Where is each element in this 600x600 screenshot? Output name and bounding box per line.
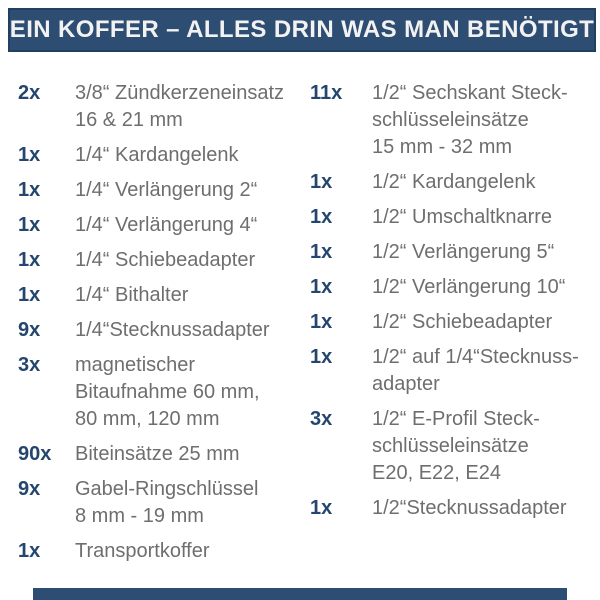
item-description-line: 1/2“ Kardangelenk: [372, 171, 536, 193]
item-description: 1/4“ Kardangelenk: [75, 142, 238, 169]
item-description: 1/2“Stecknussadapter: [372, 495, 567, 522]
item-description: 3/8“ Zündkerzeneinsatz 16 & 21 mm: [75, 80, 284, 134]
item-description: 1/4“ Verlängerung 4“: [75, 212, 257, 239]
item-description-line: 1/2“ Verlängerung 10“: [372, 276, 566, 298]
list-item: 1x 1/2“ Verlängerung 10“: [310, 274, 600, 301]
item-description: Transportkoffer: [75, 538, 210, 565]
item-description-line: 1/2“ Umschaltknarre: [372, 206, 553, 228]
item-description-line: 16 & 21 mm: [75, 109, 183, 131]
item-description-line: 1/2“ auf 1/4“Stecknuss-: [372, 346, 579, 368]
quantity-label: 9x: [18, 478, 41, 500]
item-description: 1/4“ Verlängerung 2“: [75, 177, 257, 204]
contents-column-left: 2x 3/8“ Zündkerzeneinsatz 16 & 21 mm 1x 1/4“…: [0, 80, 300, 573]
list-item: 1x 1/2“ Schiebeadapter: [310, 309, 600, 336]
list-item: 1x 1/2“ Verlängerung 5“: [310, 239, 600, 266]
item-description-line: 1/4“ Verlängerung 4“: [75, 214, 258, 236]
item-description-line: 1/2“ Sechskant Steck-: [372, 82, 568, 104]
item-description: 1/2“ Sechskant Steck-schlüsseleinsätze 15…: [372, 80, 568, 161]
bottom-bar: [33, 588, 567, 600]
item-description-line: 1/4“Stecknussadapter: [75, 319, 270, 341]
quantity-label: 1x: [310, 346, 333, 368]
quantity-label: 3x: [18, 354, 41, 376]
list-item: 3x 1/2“ E-Profil Steck-schlüsseleinsätze E…: [310, 406, 600, 487]
item-description-line: 1/4“ Verlängerung 2“: [75, 179, 258, 201]
list-item: 1x 1/2“ auf 1/4“Stecknuss-adapter: [310, 344, 600, 398]
item-description-line: E20, E22, E24: [372, 462, 501, 484]
item-description-line: Biteinsätze 25 mm: [75, 443, 240, 465]
list-item: 3x magnetischer Bitaufnahme 60 mm, 80 mm, 1…: [18, 352, 300, 433]
item-description: Biteinsätze 25 mm: [75, 441, 240, 468]
quantity-label: 1x: [310, 241, 333, 263]
list-item: 1x Transportkoffer: [18, 538, 300, 565]
list-item: 11x 1/2“ Sechskant Steck-schlüsseleinsätz…: [310, 80, 600, 161]
item-description: 1/2“ auf 1/4“Stecknuss-adapter: [372, 344, 579, 398]
list-item: 1x 1/2“ Umschaltknarre: [310, 204, 600, 231]
item-description-line: schlüsseleinsätze: [372, 109, 529, 131]
contents-list: 2x 3/8“ Zündkerzeneinsatz 16 & 21 mm 1x 1/4“…: [0, 80, 600, 573]
item-description: 1/4“ Bithalter: [75, 282, 188, 309]
quantity-label: 1x: [18, 179, 41, 201]
quantity-label: 11x: [310, 82, 343, 104]
header-bar: EIN KOFFER – ALLES DRIN WAS MAN BENÖTIGT: [8, 8, 596, 52]
quantity-label: 3x: [310, 408, 333, 430]
item-description: 1/2“ E-Profil Steck-schlüsseleinsätze E20…: [372, 406, 540, 487]
quantity-label: 1x: [18, 249, 41, 271]
list-item: 90x Biteinsätze 25 mm: [18, 441, 300, 468]
item-description-line: Transportkoffer: [75, 540, 210, 562]
list-item: 1x 1/4“ Bithalter: [18, 282, 300, 309]
quantity-label: 1x: [310, 171, 333, 193]
item-description-line: 1/2“Stecknussadapter: [372, 497, 567, 519]
item-description-line: 1/2“ Schiebeadapter: [372, 311, 553, 333]
quantity-label: 90x: [18, 443, 52, 465]
item-description: 1/2“ Kardangelenk: [372, 169, 535, 196]
item-description-line: 8 mm - 19 mm: [75, 505, 204, 527]
list-item: 9x Gabel-Ringschlüssel 8 mm - 19 mm: [18, 476, 300, 530]
item-description-line: magnetischer: [75, 354, 196, 376]
quantity-label: 1x: [18, 284, 41, 306]
item-description-line: 1/4“ Schiebeadapter: [75, 249, 256, 271]
item-description-line: schlüsseleinsätze: [372, 435, 529, 457]
item-description: magnetischer Bitaufnahme 60 mm, 80 mm, 120…: [75, 352, 260, 433]
item-description-line: 3/8“ Zündkerzeneinsatz: [75, 82, 285, 104]
quantity-label: 1x: [18, 214, 41, 236]
quantity-label: 1x: [310, 276, 333, 298]
list-item: 1x 1/2“Stecknussadapter: [310, 495, 600, 522]
item-description-line: 1/2“ Verlängerung 5“: [372, 241, 555, 263]
item-description: Gabel-Ringschlüssel 8 mm - 19 mm: [75, 476, 258, 530]
quantity-label: 2x: [18, 82, 41, 104]
item-description: 1/2“ Umschaltknarre: [372, 204, 552, 231]
item-description: 1/4“ Schiebeadapter: [75, 247, 255, 274]
list-item: 1x 1/4“ Schiebeadapter: [18, 247, 300, 274]
item-description-line: Bitaufnahme 60 mm,: [75, 381, 260, 403]
page-title: EIN KOFFER – ALLES DRIN WAS MAN BENÖTIGT: [9, 16, 595, 43]
list-item: 1x 1/4“ Verlängerung 4“: [18, 212, 300, 239]
list-item: 9x 1/4“Stecknussadapter: [18, 317, 300, 344]
item-description-line: Gabel-Ringschlüssel: [75, 478, 259, 500]
item-description-line: 1/4“ Bithalter: [75, 284, 189, 306]
list-item: 1x 1/4“ Kardangelenk: [18, 142, 300, 169]
contents-column-right: 11x 1/2“ Sechskant Steck-schlüsseleinsätz…: [300, 80, 600, 573]
item-description: 1/2“ Verlängerung 5“: [372, 239, 554, 266]
quantity-label: 1x: [18, 540, 41, 562]
item-description-line: 15 mm - 32 mm: [372, 136, 513, 158]
item-description-line: 80 mm, 120 mm: [75, 408, 220, 430]
item-description-line: 1/2“ E-Profil Steck-: [372, 408, 540, 430]
item-description: 1/2“ Verlängerung 10“: [372, 274, 565, 301]
item-description: 1/2“ Schiebeadapter: [372, 309, 552, 336]
list-item: 1x 1/4“ Verlängerung 2“: [18, 177, 300, 204]
quantity-label: 1x: [310, 311, 333, 333]
quantity-label: 1x: [18, 144, 41, 166]
item-description: 1/4“Stecknussadapter: [75, 317, 270, 344]
item-description-line: 1/4“ Kardangelenk: [75, 144, 239, 166]
item-description-line: adapter: [372, 373, 440, 395]
quantity-label: 1x: [310, 206, 333, 228]
quantity-label: 9x: [18, 319, 41, 341]
list-item: 2x 3/8“ Zündkerzeneinsatz 16 & 21 mm: [18, 80, 300, 134]
quantity-label: 1x: [310, 497, 333, 519]
list-item: 1x 1/2“ Kardangelenk: [310, 169, 600, 196]
